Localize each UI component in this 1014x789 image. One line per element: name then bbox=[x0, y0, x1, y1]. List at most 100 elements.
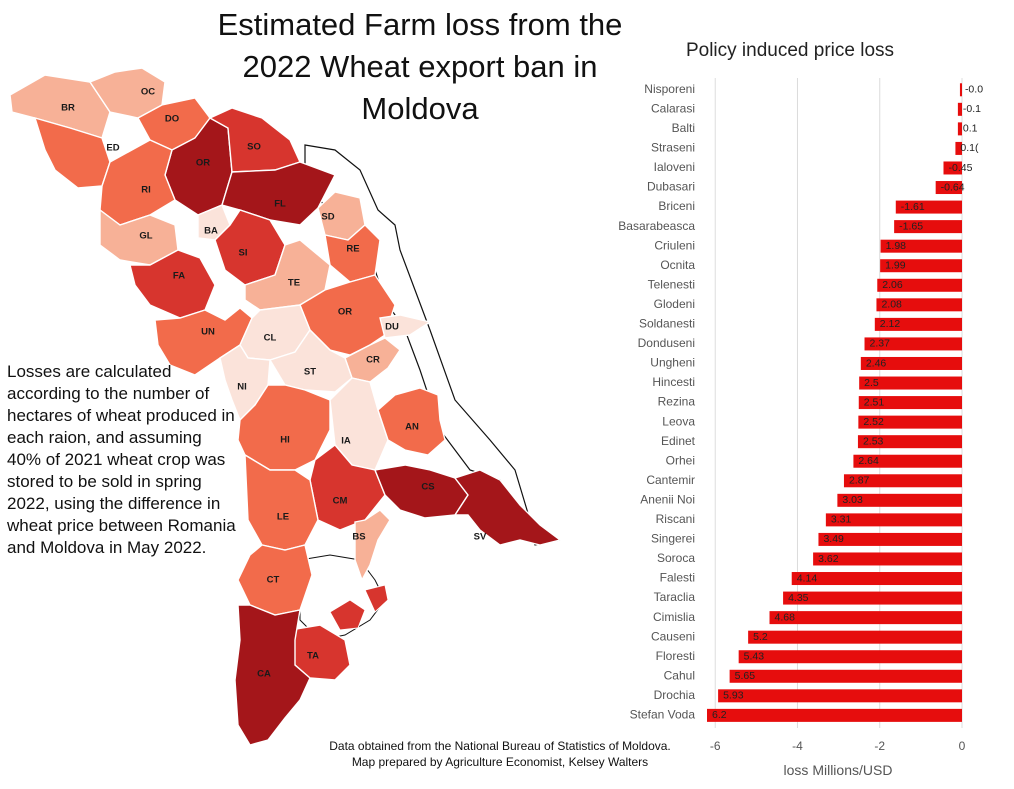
region-label-ct-30: CT bbox=[267, 575, 280, 586]
bar-14 bbox=[860, 356, 962, 370]
category-label-31: Drochia bbox=[654, 688, 696, 702]
value-label-27: 4.68 bbox=[775, 611, 796, 623]
value-label-24: 3.62 bbox=[818, 553, 839, 565]
region-label-or-4: OR bbox=[196, 158, 210, 169]
bar-11 bbox=[876, 298, 962, 312]
category-label-10: Telenesti bbox=[648, 277, 695, 291]
region-label-si-11: SI bbox=[239, 248, 248, 259]
tick-label-0: -6 bbox=[710, 739, 721, 753]
category-label-6: Briceni bbox=[658, 199, 695, 213]
region-te-14 bbox=[244, 239, 331, 311]
region-label-br-0: BR bbox=[61, 103, 75, 114]
category-label-4: Ialoveni bbox=[654, 160, 695, 174]
category-label-21: Anenii Noi bbox=[640, 492, 695, 506]
value-label-20: 2.87 bbox=[849, 475, 870, 487]
region-label-te-14: TE bbox=[288, 278, 300, 289]
value-label-32: 6.2 bbox=[712, 709, 727, 721]
bar-22 bbox=[825, 513, 962, 527]
value-label-28: 5.2 bbox=[753, 631, 768, 643]
bar-13 bbox=[864, 337, 962, 351]
category-label-27: Cimislia bbox=[653, 610, 695, 624]
region-label-ia-23: IA bbox=[341, 436, 351, 447]
region-an-24 bbox=[377, 387, 446, 456]
bar-23 bbox=[818, 532, 962, 546]
chart-title: Policy induced price loss bbox=[685, 40, 895, 61]
value-label-9: 1.99 bbox=[885, 260, 906, 272]
region-re-12 bbox=[324, 224, 381, 283]
category-label-17: Leova bbox=[662, 414, 695, 428]
chart-bars bbox=[707, 83, 962, 722]
value-label-12: 2.12 bbox=[880, 318, 901, 330]
bar-4 bbox=[943, 161, 962, 175]
bar-20 bbox=[843, 474, 962, 488]
region-label-oc-1: OC bbox=[141, 87, 155, 98]
region-label-cr-19: CR bbox=[366, 355, 380, 366]
bar-0 bbox=[959, 83, 962, 97]
regions-group bbox=[9, 67, 562, 746]
region-labels: BR OC DO ED OR SO RI FL SD GL BA SI RE FA TE OR DU UN CL CR… bbox=[61, 87, 487, 680]
value-label-22: 3.31 bbox=[831, 514, 852, 526]
category-label-7: Basarabeasca bbox=[618, 219, 695, 233]
bar-7 bbox=[894, 220, 962, 234]
region-label-ri-6: RI bbox=[141, 185, 151, 196]
category-label-26: Taraclia bbox=[654, 590, 696, 604]
category-label-22: Riscani bbox=[656, 512, 695, 526]
bar-27 bbox=[769, 611, 962, 625]
category-label-1: Calarasi bbox=[651, 101, 695, 115]
region-du-16 bbox=[379, 314, 432, 339]
region-label-hi-22: HI bbox=[280, 435, 290, 446]
category-label-9: Ocnita bbox=[660, 258, 695, 272]
bar-6 bbox=[895, 200, 962, 214]
region-label-ed-3: ED bbox=[106, 143, 119, 154]
category-label-28: Causeni bbox=[651, 629, 695, 643]
bar-19 bbox=[853, 454, 962, 468]
value-label-13: 2.37 bbox=[870, 338, 891, 350]
category-label-12: Soldanesti bbox=[639, 317, 695, 331]
value-label-23: 3.49 bbox=[823, 533, 844, 545]
island-1 bbox=[329, 599, 366, 631]
region-label-sd-8: SD bbox=[321, 212, 334, 223]
bar-5 bbox=[935, 181, 962, 195]
bar-16 bbox=[858, 396, 962, 410]
bar-8 bbox=[880, 239, 962, 253]
region-le-28 bbox=[244, 453, 319, 551]
region-fl-7 bbox=[221, 161, 336, 226]
region-fa-13 bbox=[129, 249, 216, 319]
region-label-cm-25: CM bbox=[333, 496, 348, 507]
region-label-un-17: UN bbox=[201, 327, 215, 338]
value-label-31: 5.93 bbox=[723, 690, 744, 702]
chart-tick-labels: -6 -4 -2 0 bbox=[710, 739, 966, 753]
bar-10 bbox=[877, 278, 962, 292]
bar-9 bbox=[880, 259, 962, 273]
region-ct-30 bbox=[237, 544, 313, 616]
bar-26 bbox=[783, 591, 962, 605]
value-label-1: -0.1 bbox=[963, 103, 981, 115]
value-label-25: 4.14 bbox=[797, 572, 818, 584]
bar-21 bbox=[837, 493, 962, 507]
value-label-2: 0.1 bbox=[963, 123, 978, 135]
category-label-13: Donduseni bbox=[638, 336, 695, 350]
region-sv-27 bbox=[453, 469, 562, 546]
bar-2 bbox=[957, 122, 962, 136]
region-label-ca-32: CA bbox=[257, 669, 271, 680]
category-label-16: Rezina bbox=[658, 395, 696, 409]
value-label-11: 2.08 bbox=[881, 299, 902, 311]
category-label-15: Hincesti bbox=[652, 375, 695, 389]
bar-12 bbox=[874, 317, 962, 331]
credits-line-2: Map prepared by Agriculture Economist, K… bbox=[351, 755, 649, 769]
region-label-ni-20: NI bbox=[237, 382, 247, 393]
region-label-re-12: RE bbox=[346, 244, 359, 255]
category-label-29: Floresti bbox=[656, 649, 695, 663]
chart-value-labels: -0.0 -0.1 0.1 0.1(-0.45 -0.64 -1.61 -1.65 1.98 1… bbox=[712, 84, 983, 722]
explanation-text: Losses are calculated according to the n… bbox=[7, 362, 236, 557]
region-label-do-2: DO bbox=[165, 114, 179, 125]
bar-3 bbox=[955, 141, 962, 155]
page-title: Estimated Farm loss from the 2022 Wheat … bbox=[217, 7, 623, 126]
region-label-ba-10: BA bbox=[204, 226, 218, 237]
tick-label-1: -4 bbox=[792, 739, 803, 753]
x-axis-label: loss Millions/USD bbox=[784, 762, 893, 778]
bar-28 bbox=[748, 630, 962, 644]
value-label-21: 3.03 bbox=[842, 494, 863, 506]
